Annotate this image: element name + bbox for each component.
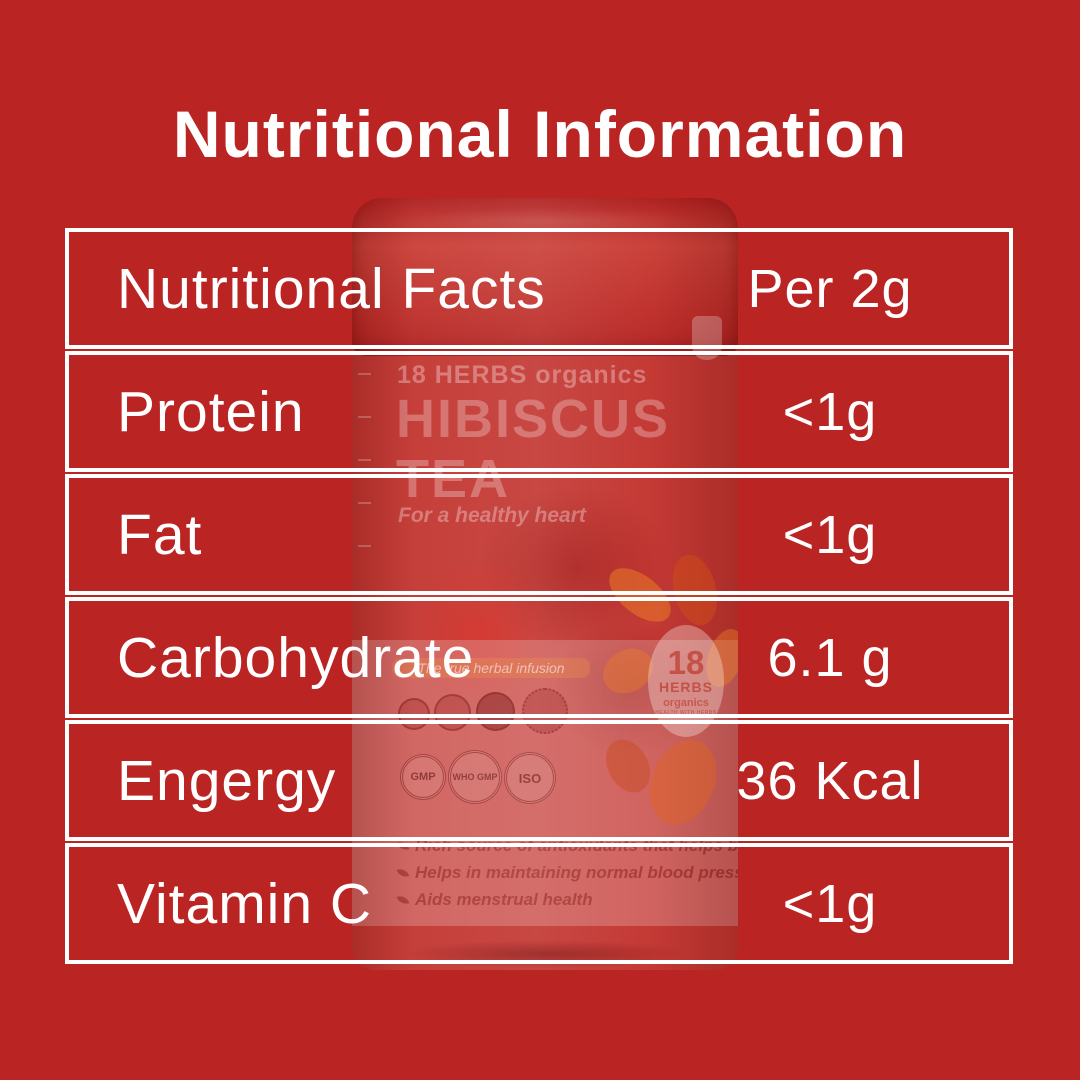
- product-tagline: For a healthy heart: [398, 504, 586, 527]
- label-ruler-tick: [358, 416, 371, 418]
- header-label: Nutritional Facts: [117, 256, 546, 321]
- product-name-line1: HIBISCUS: [396, 389, 671, 449]
- row-label: Engergy: [117, 748, 337, 813]
- product-name-line2: TEA: [396, 449, 510, 509]
- table-row: Protein <1g: [65, 351, 1013, 472]
- benefit-item: Aids menstrual health: [396, 890, 728, 910]
- badge-line1: HERBS: [658, 679, 713, 696]
- label-ruler-tick: [358, 545, 371, 547]
- brand-logo-badge: 18 HERBS organics HEALTH WITH HERBS: [648, 625, 724, 737]
- certification-seal-icon: [522, 688, 568, 734]
- label-banner: The true herbal infusion: [392, 658, 590, 678]
- table-row: Fat <1g: [65, 474, 1013, 595]
- table-header-row: Nutritional Facts Per 2g: [65, 228, 1013, 349]
- benefit-item: Helps in maintaining normal blood pressu…: [396, 863, 738, 883]
- badge-number: 18: [667, 644, 705, 682]
- row-label: Vitamin C: [117, 871, 373, 936]
- label-lower-strip: The true herbal infusion GMP WHO GMP ISO…: [352, 640, 738, 926]
- row-value: <1g: [782, 381, 878, 442]
- row-value: <1g: [782, 504, 878, 565]
- row-label: Carbohydrate: [117, 625, 475, 690]
- hibiscus-flower-image: [522, 593, 732, 783]
- page-title: Nutritional Information: [172, 97, 908, 171]
- tin-lid: [352, 198, 738, 356]
- row-value: 6.1 g: [767, 627, 893, 688]
- row-value: <1g: [782, 873, 878, 934]
- iso-seal-icon: ISO: [504, 752, 556, 804]
- row-value: 36 Kcal: [736, 750, 924, 811]
- row-label: Protein: [117, 379, 305, 444]
- nutrition-table: Nutritional Facts Per 2g Protein <1g Fat…: [65, 228, 1013, 964]
- label-ruler-tick: [358, 459, 371, 461]
- who-gmp-seal-icon: WHO GMP: [448, 750, 502, 804]
- product-tin-image: 18 HERBS organics HIBISCUS TEA For a hea…: [352, 198, 738, 970]
- row-label: Fat: [117, 502, 203, 567]
- benefit-text: Aids menstrual health: [415, 890, 593, 909]
- header-value: Per 2g: [747, 258, 913, 319]
- certification-seal-icon: [434, 694, 471, 731]
- table-row: Carbohydrate 6.1 g: [65, 597, 1013, 718]
- badge-line3: HEALTH WITH HERBS: [655, 709, 717, 716]
- benefit-text: Helps in maintaining normal blood pressu…: [415, 863, 738, 882]
- table-row: Engergy 36 Kcal: [65, 720, 1013, 841]
- gmp-seal-icon: GMP: [400, 754, 446, 800]
- label-ruler-tick: [358, 502, 371, 504]
- label-ruler-tick: [358, 373, 371, 375]
- hibiscus-flower-image: [440, 453, 710, 683]
- badge-line2: organics: [663, 696, 709, 709]
- halal-seal-icon: [476, 692, 515, 731]
- table-row: Vitamin C <1g: [65, 843, 1013, 964]
- brand-name: 18 HERBS organics: [397, 361, 648, 389]
